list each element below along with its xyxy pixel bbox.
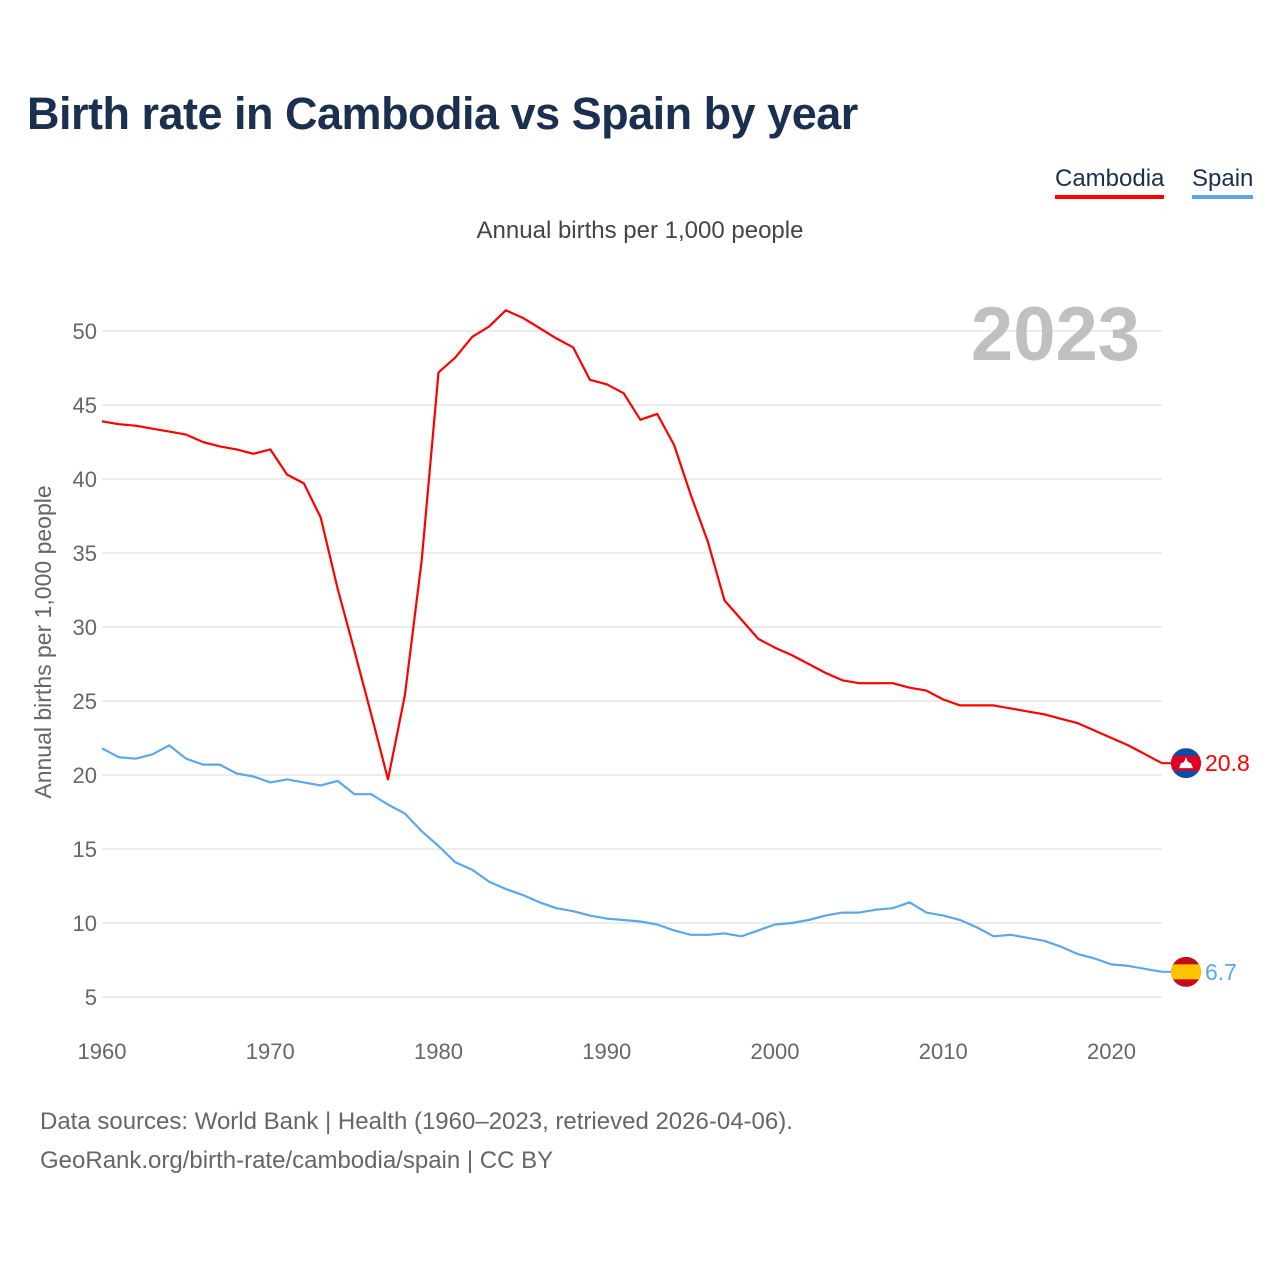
x-tick-label: 1960 (78, 1039, 127, 1064)
y-tick-label: 30 (73, 615, 97, 640)
data-source-note: Data sources: World Bank | Health (1960–… (40, 1108, 793, 1135)
y-tick-label: 5 (85, 985, 97, 1010)
end-value-label: 20.8 (1205, 750, 1250, 776)
series-line-cambodia (101, 309, 1163, 781)
x-tick-label: 1990 (582, 1039, 631, 1064)
chart-subtitle: Annual births per 1,000 people (476, 217, 804, 244)
legend-item-spain[interactable]: Spain (1192, 165, 1254, 199)
x-tick-label: 2020 (1087, 1039, 1136, 1064)
series-line-spain (101, 744, 1163, 973)
y-tick-label: 10 (73, 911, 97, 936)
chart-title: Birth rate in Cambodia vs Spain by year (27, 88, 858, 139)
y-tick-label: 25 (73, 689, 97, 714)
gridlines (102, 330, 1162, 998)
end-labels: 20.8 6.7 (1162, 748, 1250, 987)
series-lines (101, 309, 1163, 973)
x-tick-label: 2000 (751, 1039, 800, 1064)
y-axis-ticks: 5 10 15 20 25 30 35 40 45 50 (73, 319, 97, 1010)
x-tick-label: 1970 (246, 1039, 295, 1064)
y-tick-label: 50 (73, 319, 97, 344)
y-tick-label: 40 (73, 467, 97, 492)
end-value-label: 6.7 (1205, 959, 1237, 985)
x-tick-label: 1980 (414, 1039, 463, 1064)
y-tick-label: 45 (73, 393, 97, 418)
year-watermark: 2023 (971, 292, 1140, 377)
spain-flag-icon (1171, 956, 1201, 987)
cambodia-flag-icon (1171, 748, 1201, 779)
legend-item-cambodia[interactable]: Cambodia (1055, 165, 1165, 199)
y-axis-label: Annual births per 1,000 people (30, 485, 56, 798)
x-tick-label: 2010 (919, 1039, 968, 1064)
x-axis-ticks: 1960 1970 1980 1990 2000 2010 2020 (78, 1039, 1136, 1064)
y-tick-label: 20 (73, 763, 97, 788)
source-url[interactable]: GeoRank.org/birth-rate/cambodia/spain | … (40, 1147, 554, 1174)
y-tick-label: 35 (73, 541, 97, 566)
y-tick-label: 15 (73, 837, 97, 862)
